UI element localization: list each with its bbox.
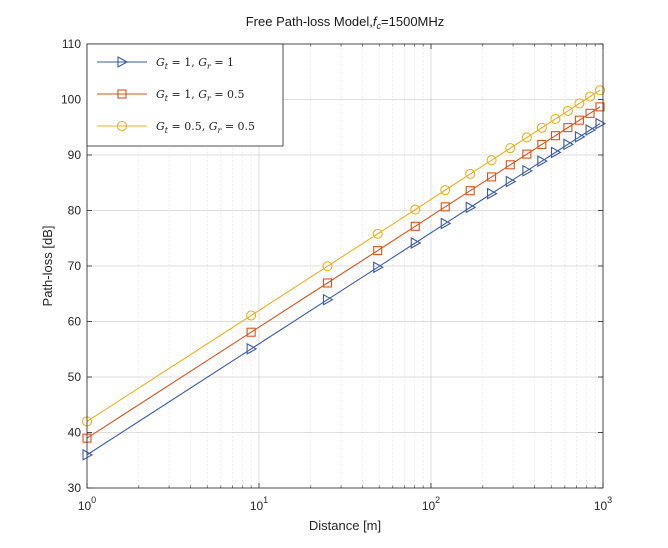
data-point-marker (522, 164, 534, 177)
data-point-marker (465, 168, 476, 180)
y-tick-label: 70 (68, 259, 82, 273)
x-tick-label: 101 (250, 495, 268, 513)
data-point-marker (550, 131, 560, 141)
legend-label: Gt = 0.5, Gr = 0.5 (156, 120, 255, 135)
data-point-marker (585, 124, 597, 136)
data-point-marker (486, 155, 497, 166)
data-point-marker (440, 202, 450, 212)
series-line (86, 89, 601, 422)
y-tick-label: 60 (68, 315, 82, 329)
legend-entry: Gt = 1, Gr = 0.5 (97, 88, 245, 103)
data-point-marker (410, 237, 422, 249)
title-subscript: c (377, 21, 382, 31)
legend-label: Gt = 1, Gr = 0.5 (156, 88, 245, 103)
data-point-marker (410, 204, 421, 215)
data-point-marker (550, 146, 562, 159)
legend-label: Gt = 1, Gr = 1 (156, 56, 234, 71)
data-point-marker (465, 201, 477, 214)
title-tail: =1500MHz (381, 14, 444, 29)
legend: Gt = 1, Gr = 1 Gt = 1, Gr = 0.5 Gt = 0.5, … (86, 43, 284, 147)
data-point-marker (440, 185, 451, 196)
legend-marker (116, 120, 128, 132)
data-point-marker (562, 105, 573, 116)
y-tick-label: 90 (68, 148, 82, 162)
legend-marker (117, 56, 129, 68)
legend-entry: Gt = 1, Gr = 1 (97, 56, 234, 71)
data-point-marker (410, 221, 420, 231)
data-point-marker (595, 102, 605, 112)
x-tick-label: 102 (422, 495, 440, 513)
data-point-marker (322, 278, 332, 288)
data-point-marker (372, 228, 383, 239)
legend-marker (117, 89, 127, 99)
series-line (86, 123, 601, 456)
ticks (86, 43, 604, 489)
data-point-marker (82, 448, 94, 461)
y-axis-label: Path-loss [dB] (40, 226, 55, 307)
data-point-marker (574, 98, 585, 109)
x-axis-label: Distance [m] (309, 518, 381, 533)
x-tick-label: 103 (594, 495, 612, 513)
data-point-marker (440, 217, 452, 230)
y-tick-label: 30 (68, 481, 82, 495)
data-point-marker (537, 155, 548, 168)
y-tick-label: 80 (68, 204, 82, 218)
data-point-marker (322, 293, 334, 306)
data-point-marker (322, 261, 333, 272)
data-point-marker (563, 138, 575, 151)
data-point-marker (537, 139, 547, 150)
data-point-marker (585, 91, 596, 102)
data-point-marker (373, 246, 383, 256)
data-point-marker (550, 113, 561, 125)
data-point-marker (246, 310, 257, 321)
data-point-marker (595, 117, 607, 130)
data-point-marker (574, 115, 584, 125)
y-tick-label: 100 (61, 93, 81, 107)
data-point-marker (246, 342, 258, 355)
series-1 (82, 117, 607, 461)
legend-entry: Gt = 0.5, Gr = 0.5 (97, 120, 255, 135)
data-point-marker (487, 187, 498, 200)
y-tick-label: 50 (68, 370, 82, 384)
data-point-marker (522, 149, 532, 159)
data-point-marker (574, 130, 586, 143)
data-point-marker (594, 85, 606, 96)
data-point-marker (521, 132, 532, 143)
y-tick-label: 40 (68, 426, 82, 440)
data-point-marker (536, 122, 547, 133)
data-point-marker (505, 160, 515, 170)
legend-box (86, 43, 284, 147)
data-point-marker (585, 108, 595, 118)
data-point-marker (487, 172, 497, 182)
data-point-marker (505, 175, 517, 188)
data-point-marker (563, 123, 573, 133)
data-point-marker (465, 186, 475, 196)
series-line (86, 106, 601, 439)
x-tick-label: 100 (78, 495, 96, 513)
y-tick-label: 110 (62, 37, 81, 51)
title-symbol: f (373, 14, 378, 29)
data-point-marker (246, 327, 256, 337)
data-point-marker (373, 261, 384, 274)
tick-labels: 100 101 102 103 30 40 50 60 70 80 90 100 110 (61, 37, 612, 513)
data-point-marker (505, 143, 516, 154)
chart-title: Free Path-loss Model,fc=1500MHz (246, 14, 445, 31)
